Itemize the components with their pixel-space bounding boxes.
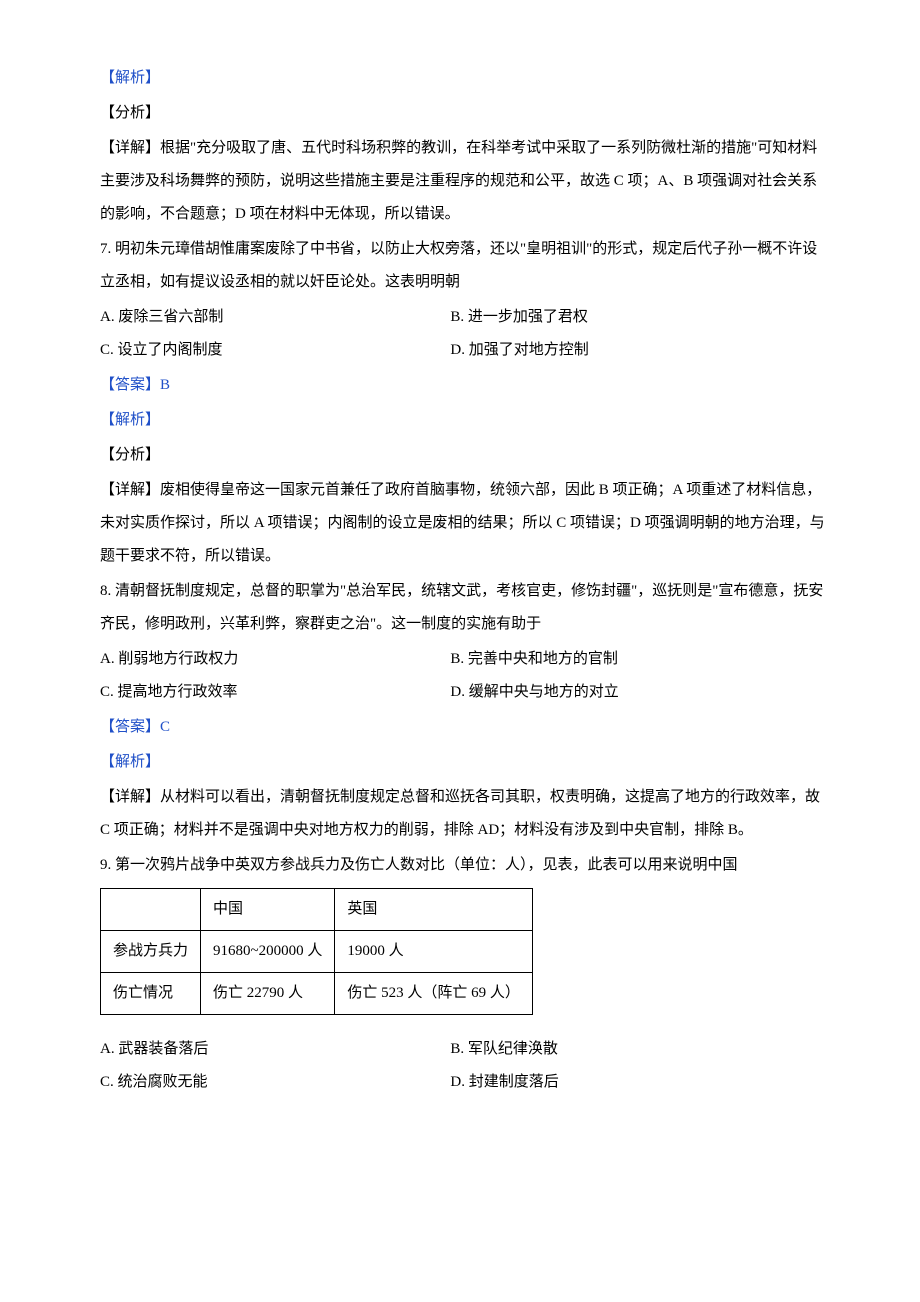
- q8-option-c: C. 提高地方行政效率: [100, 676, 450, 709]
- analysis-label: 【解析】: [100, 746, 830, 779]
- table-cell: 英国: [335, 889, 533, 931]
- q8-stem: 8. 清朝督抚制度规定，总督的职掌为"总治军民，统辖文武，考核官吏，修饬封疆"，…: [100, 575, 830, 641]
- table-cell: 伤亡情况: [101, 973, 201, 1015]
- table-row: 伤亡情况 伤亡 22790 人 伤亡 523 人（阵亡 69 人）: [101, 973, 533, 1015]
- q8-option-a: A. 削弱地方行政权力: [100, 643, 450, 676]
- table-cell: [101, 889, 201, 931]
- fenxi-label: 【分析】: [100, 97, 830, 130]
- table-row: 参战方兵力 91680~200000 人 19000 人: [101, 931, 533, 973]
- fenxi-label: 【分析】: [100, 439, 830, 472]
- table-cell: 19000 人: [335, 931, 533, 973]
- table-cell: 伤亡 22790 人: [201, 973, 335, 1015]
- q8-answer-line: 【答案】C: [100, 711, 830, 744]
- analysis-label: 【解析】: [100, 404, 830, 437]
- table-cell: 中国: [201, 889, 335, 931]
- q7-answer: B: [160, 377, 170, 393]
- q7-answer-line: 【答案】B: [100, 369, 830, 402]
- q7-options: A. 废除三省六部制 B. 进一步加强了君权 C. 设立了内阁制度 D. 加强了…: [100, 301, 830, 367]
- detail-text: 【详解】根据"充分吸取了唐、五代时科场积弊的教训，在科举考试中采取了一系列防微杜…: [100, 132, 830, 231]
- q7-option-c: C. 设立了内阁制度: [100, 334, 450, 367]
- q9-option-a: A. 武器装备落后: [100, 1033, 450, 1066]
- table-cell: 伤亡 523 人（阵亡 69 人）: [335, 973, 533, 1015]
- answer-label: 【答案】: [100, 719, 160, 735]
- q7-detail: 【详解】废相使得皇帝这一国家元首兼任了政府首脑事物，统领六部，因此 B 项正确；…: [100, 474, 830, 573]
- q8-option-b: B. 完善中央和地方的官制: [450, 643, 830, 676]
- q8-options: A. 削弱地方行政权力 B. 完善中央和地方的官制 C. 提高地方行政效率 D.…: [100, 643, 830, 709]
- q9-table: 中国 英国 参战方兵力 91680~200000 人 19000 人 伤亡情况 …: [100, 888, 533, 1015]
- q7-option-a: A. 废除三省六部制: [100, 301, 450, 334]
- analysis-label: 【解析】: [100, 62, 830, 95]
- q7-option-d: D. 加强了对地方控制: [450, 334, 830, 367]
- answer-label: 【答案】: [100, 377, 160, 393]
- q9-stem: 9. 第一次鸦片战争中英双方参战兵力及伤亡人数对比（单位：人），见表，此表可以用…: [100, 849, 830, 882]
- q9-options: A. 武器装备落后 B. 军队纪律涣散 C. 统治腐败无能 D. 封建制度落后: [100, 1033, 830, 1099]
- q9-option-d: D. 封建制度落后: [450, 1066, 830, 1099]
- q8-option-d: D. 缓解中央与地方的对立: [450, 676, 830, 709]
- q8-answer: C: [160, 719, 170, 735]
- q7-stem: 7. 明初朱元璋借胡惟庸案废除了中书省，以防止大权旁落，还以"皇明祖训"的形式，…: [100, 233, 830, 299]
- table-cell: 参战方兵力: [101, 931, 201, 973]
- q9-option-c: C. 统治腐败无能: [100, 1066, 450, 1099]
- q8-detail: 【详解】从材料可以看出，清朝督抚制度规定总督和巡抚各司其职，权责明确，这提高了地…: [100, 781, 830, 847]
- table-row: 中国 英国: [101, 889, 533, 931]
- q9-option-b: B. 军队纪律涣散: [450, 1033, 830, 1066]
- q7-option-b: B. 进一步加强了君权: [450, 301, 830, 334]
- table-cell: 91680~200000 人: [201, 931, 335, 973]
